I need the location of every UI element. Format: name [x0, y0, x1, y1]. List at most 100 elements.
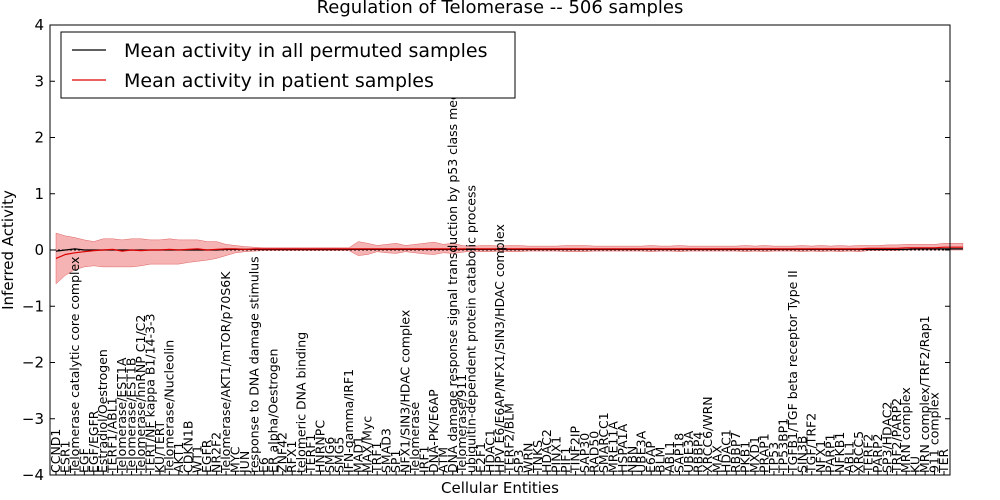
y-tick-label: 4: [34, 16, 44, 34]
x-tick-label: PARP1: [823, 434, 838, 473]
x-tick-label: Telomerase: [407, 401, 422, 474]
x-axis-label: Cellular Entities: [441, 479, 559, 497]
y-tick-label: 1: [34, 185, 44, 203]
x-tick-label: RFX1: [284, 441, 299, 473]
y-tick-label: −4: [22, 466, 44, 484]
x-tick-label: SP3/HDAC2: [879, 402, 894, 473]
x-tick-label: TER: [936, 448, 951, 474]
x-tick-label: CDKN1B: [180, 421, 195, 473]
y-tick-label: 3: [34, 72, 44, 90]
x-tick-label: IFN-gamma/IRF1: [341, 369, 356, 473]
x-tick-label: SAP18: [672, 433, 687, 473]
x-tick-label: SAP30: [577, 433, 592, 473]
x-tick-label: Telomerase/EST1B: [124, 358, 139, 474]
x-tick-label: TP53BP1: [775, 418, 790, 474]
series-line-patient: [55, 246, 963, 259]
y-tick-label: −3: [22, 410, 44, 428]
x-tick-label: 911 complex: [927, 392, 942, 473]
x-tick-label: ABL1: [662, 441, 677, 473]
x-tick-label: MXD1: [747, 436, 762, 473]
x-tick-label: TERF2: [860, 434, 875, 474]
x-tick-label: TP53: [766, 442, 781, 474]
chart-title: Regulation of Telomerase -- 506 samples: [317, 0, 684, 18]
x-tick-label: TRF1: [369, 442, 384, 474]
x-tick-label: DNA damage response signal transduction …: [445, 62, 460, 473]
x-tick-label: NR2F2: [209, 432, 224, 473]
x-tick-label: SMAD3: [379, 428, 394, 473]
x-tick-label: IRF1: [416, 445, 431, 473]
x-tick-label: EGF: [76, 448, 91, 473]
x-tick-label: ZNF42: [275, 432, 290, 473]
x-tick-label: Estradiol/Oestrogen: [95, 349, 110, 473]
x-tick-label: TGF/TRF2: [804, 413, 819, 474]
x-tick-label: Telomerase/Nucleolin: [161, 340, 176, 474]
x-tick-label: EGFR: [199, 439, 214, 473]
x-tick-label: NFX1: [813, 440, 828, 473]
x-tick-label: EGF/EGFR: [86, 410, 101, 473]
legend: Mean activity in all permuted samples Me…: [60, 31, 516, 99]
x-tick-label: response to DNA damage stimulus: [246, 256, 261, 473]
x-tick-label: PIF1: [558, 447, 573, 473]
x-tick-label: ATM: [435, 447, 450, 473]
x-tick-label: Telomerase/hnRNP C1/C2: [133, 315, 148, 474]
x-tick-label: telomeric DNA binding: [294, 332, 309, 473]
x-tick-label: HPV E6/E6AP/NFX1/SIN3/HDAC complex: [492, 224, 507, 473]
x-tick-label: KU/TERT: [152, 420, 167, 473]
x-tick-label: HNRNPC: [313, 420, 328, 473]
y-tick-label: −2: [22, 354, 44, 372]
series-line-layer: [50, 246, 963, 259]
x-tick-label: PARP2: [870, 434, 885, 473]
x-tick-label: DNA-PK/E6AP: [426, 389, 441, 473]
y-tick-label: 2: [34, 129, 44, 147]
x-tick-label: PINX1: [549, 436, 564, 473]
x-tick-label: TERF2/BLM: [501, 403, 516, 474]
x-tick-label: MAD1: [350, 436, 365, 473]
x-tick-label: AKT1: [171, 442, 186, 473]
x-tick-label: SP1: [388, 450, 403, 473]
x-tick-label: MYC: [228, 446, 243, 473]
x-tick-label: KU: [908, 456, 923, 473]
patient-activity-band: [55, 232, 964, 285]
legend-label-permuted: Mean activity in all permuted samples: [124, 40, 487, 62]
x-tick-label: UBE3A: [634, 430, 649, 473]
x-tick-label: TERF1/ABL1: [105, 397, 120, 474]
x-tick-label: PRAP1: [757, 433, 772, 473]
x-tick-label: Telomerase catalytic core complex: [67, 257, 82, 474]
x-tick-label: UBE3A: [681, 430, 696, 473]
x-tick-label: XRCC5: [851, 431, 866, 473]
x-tick-label: NFX1/SIN3/HDAC complex: [398, 310, 413, 473]
axes-layer: [49, 24, 951, 476]
x-tick-label: Telomerase/911: [454, 374, 469, 474]
x-tick-label: HDAC1: [483, 429, 498, 473]
x-tick-label: SMG6: [322, 437, 337, 473]
x-tick-label: SP3: [511, 450, 526, 473]
y-axis-label: Inferred Activity: [0, 190, 17, 310]
x-tick-label: RAD50: [587, 431, 602, 473]
x-tick-label: TERF1: [303, 434, 318, 474]
x-tick-label: PKB1: [738, 441, 753, 473]
x-tick-label: RBBP7: [728, 432, 743, 473]
x-tick-label: HSPA1A: [615, 423, 630, 473]
x-tick-label: BLM: [653, 447, 668, 473]
x-tick-label: TNKS: [530, 440, 545, 474]
x-tick-label: JUN: [237, 451, 252, 474]
x-tick-label: ABL1: [842, 441, 857, 473]
x-tick-label: Telomerase/AKT1/mTOR/p70S6K: [218, 271, 233, 474]
x-tick-label: TINF2IP: [568, 425, 583, 474]
x-tick-label: NFKB1: [832, 432, 847, 473]
x-tick-label: ER alpha/Oestrogen: [265, 349, 280, 473]
x-tick-label: SMARCC1: [596, 412, 611, 473]
x-tick-label: XRCC6/WRN: [700, 396, 715, 473]
x-tick-label: WT1: [190, 445, 205, 473]
x-tick-label: Telomerase/EST1A: [114, 357, 129, 474]
x-tick-label: ubiquitin-dependent protein catabolic pr…: [464, 185, 479, 473]
x-tick-label: E2F1: [473, 442, 488, 473]
x-tick-label: HDAC1: [719, 429, 734, 473]
x-tick-label: TRF2/PARP2: [889, 398, 904, 474]
y-tick-label: 0: [34, 241, 44, 259]
x-tick-label: ESR1: [57, 441, 72, 473]
x-tick-label: TGFB1/TGF beta receptor Type II: [785, 270, 800, 474]
x-tick-label: MRN complex: [898, 387, 913, 473]
